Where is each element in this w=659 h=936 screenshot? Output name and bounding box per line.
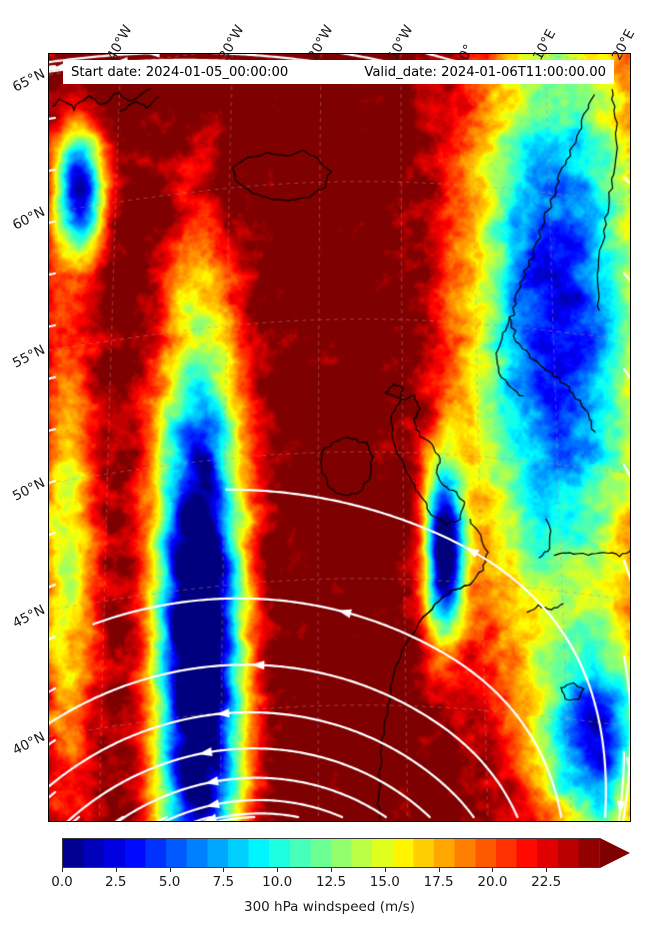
colorbar-tick-label-6: 15.0 [369, 874, 400, 890]
lon-tick-label-6: 20°E [608, 26, 639, 63]
lat-tick-label-2: 55°N [10, 341, 48, 372]
colorbar-tick-mark-1 [115, 868, 117, 872]
start-date-label: Start date: 2024-01-05_00:00:00 [71, 64, 289, 80]
map-plot-area[interactable] [48, 53, 631, 822]
colorbar-tick-mark-6 [384, 868, 386, 872]
colorbar-tick-label-9: 22.5 [531, 874, 562, 890]
colorbar-tick-label-1: 2.5 [105, 874, 127, 890]
colorbar-tick-label-7: 17.5 [423, 874, 454, 890]
colorbar-tick-mark-4 [277, 868, 279, 872]
colorbar[interactable]: 0.0 2.5 5.0 7.5 10.0 12.5 15.0 17.5 20.0 22.5 [51, 838, 630, 890]
colorbar-body [62, 838, 600, 868]
lat-tick-label-4: 45°N [10, 601, 48, 632]
colorbar-tick-label-5: 12.5 [315, 874, 347, 890]
lat-tick-label-0: 65°N [10, 65, 48, 96]
title-box: Start date: 2024-01-05_00:00:00 Valid_da… [63, 60, 614, 84]
lat-tick-label-1: 60°N [10, 203, 48, 234]
colorbar-tick-label-0: 0.0 [51, 874, 73, 890]
colorbar-tick-mark-3 [223, 868, 225, 872]
colorbar-tick-mark-7 [438, 868, 440, 872]
colorbar-tick-label-2: 5.0 [158, 874, 181, 890]
colorbar-tick-mark-5 [331, 868, 332, 872]
colorbar-tick-mark-0 [62, 868, 63, 872]
colorbar-tick-mark-9 [546, 868, 548, 872]
colorbar-axis-label: 300 hPa windspeed (m/s) [244, 899, 415, 915]
colorbar-tick-label-3: 7.5 [212, 874, 235, 890]
lat-tick-label-5: 40°N [10, 728, 48, 759]
colorbar-tick-label-4: 10.0 [262, 874, 293, 890]
colorbar-tick-label-8: 20.0 [477, 874, 508, 890]
colorbar-extend-max-arrow [600, 838, 630, 868]
windspeed-heatmap-canvas [49, 54, 630, 821]
colorbar-tick-mark-2 [169, 868, 171, 872]
lat-tick-label-3: 50°N [10, 474, 48, 505]
colorbar-tick-mark-8 [492, 868, 494, 872]
valid-date-label: Valid_date: 2024-01-06T11:00:00.00 [364, 64, 606, 80]
colorbar-gradient [63, 839, 599, 867]
